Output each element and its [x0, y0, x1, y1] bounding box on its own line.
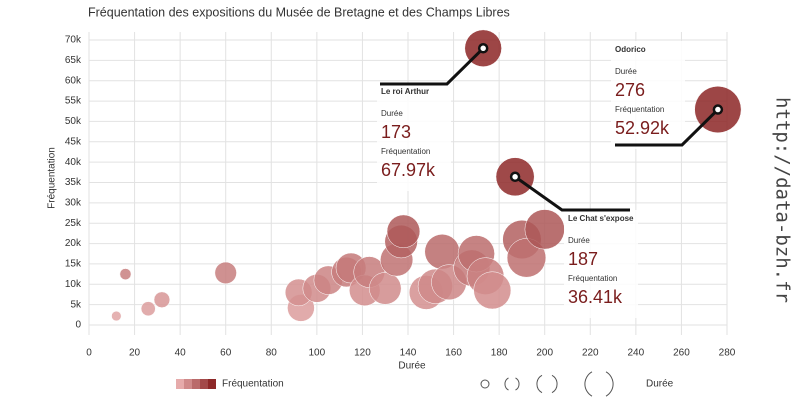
callout-line	[615, 108, 719, 147]
legend-size	[480, 379, 490, 389]
callout-box	[377, 83, 451, 191]
y-tick-label: 55k	[65, 96, 82, 107]
bubble	[524, 209, 565, 250]
x-tick-label: 140	[400, 348, 417, 359]
legend-swatch	[200, 379, 208, 389]
callout-y-value: 67.97k	[381, 160, 436, 180]
y-tick-label: 60k	[65, 75, 82, 86]
legend-size	[584, 371, 593, 397]
callout: Le roi Arthur Durée 173 Fréquentation 67.97k	[377, 43, 489, 191]
y-tick-label: 15k	[65, 259, 82, 270]
legend-size	[536, 374, 543, 394]
x-axis-label: Durée	[398, 361, 426, 372]
x-tick-label: 240	[628, 348, 645, 359]
legend-swatch	[192, 379, 200, 389]
callout-y-label: Fréquentation	[381, 147, 430, 156]
x-tick-label: 160	[445, 348, 462, 359]
x-tick-label: 60	[220, 348, 232, 359]
callout-x-value: 276	[615, 80, 645, 100]
legend-size	[504, 377, 509, 391]
y-tick-label: 45k	[65, 136, 82, 147]
x-tick-label: 40	[175, 348, 187, 359]
callout-box	[611, 41, 685, 149]
y-tick-label: 25k	[65, 218, 82, 229]
x-tick-label: 0	[86, 348, 92, 359]
watermark: http://data-bzh.fr	[772, 97, 794, 303]
legend-swatch	[208, 379, 216, 389]
callout-line	[380, 47, 485, 86]
x-tick-label: 100	[309, 348, 326, 359]
callout-title: Odorico	[615, 45, 646, 54]
callout-y-label: Fréquentation	[568, 274, 617, 283]
bubble	[153, 291, 171, 308]
y-tick-label: 35k	[65, 177, 82, 188]
y-tick-label: 10k	[65, 279, 82, 290]
x-tick-label: 260	[673, 348, 690, 359]
bubble	[214, 261, 237, 284]
legend-size	[515, 377, 520, 391]
y-tick-label: 70k	[65, 35, 82, 46]
callout-x-label: Durée	[568, 236, 590, 245]
callout-y-value: 52.92k	[615, 118, 670, 138]
callout: Le Chat s'expose Durée 187 Fréquentation 36.…	[509, 171, 638, 318]
callout-x-label: Durée	[381, 109, 403, 118]
callout-title: Le roi Arthur	[381, 87, 429, 96]
callout-dot	[509, 171, 521, 183]
bubble	[119, 268, 132, 280]
y-tick-label: 30k	[65, 197, 82, 208]
y-tick-label: 65k	[65, 55, 82, 66]
x-tick-label: 20	[129, 348, 141, 359]
callout-dot	[477, 43, 489, 54]
bubble	[506, 238, 547, 278]
legend-size	[605, 371, 614, 397]
chart-title: Fréquentation des expositions du Musée d…	[88, 5, 510, 19]
callout-y-value: 36.41k	[568, 287, 623, 307]
callout-x-label: Durée	[615, 67, 637, 76]
y-tick-label: 20k	[65, 238, 82, 249]
bubble	[473, 271, 512, 310]
x-tick-label: 180	[491, 348, 508, 359]
y-axis-label: Fréquentation	[47, 147, 58, 209]
x-tick-label: 80	[266, 348, 278, 359]
legend-label: Durée	[646, 379, 674, 390]
y-tick-label: 40k	[65, 157, 82, 168]
x-tick-label: 200	[536, 348, 553, 359]
y-tick-label: 50k	[65, 116, 82, 127]
y-tick-label: 5k	[70, 299, 82, 310]
callout: Odorico Durée 276 Fréquentation 52.92k	[611, 41, 724, 149]
bubble	[111, 310, 122, 322]
legend-swatch	[184, 379, 192, 389]
callout-y-label: Fréquentation	[615, 105, 664, 114]
callout-line	[514, 175, 630, 212]
callout-title: Le Chat s'expose	[568, 214, 634, 223]
x-tick-label: 220	[582, 348, 599, 359]
x-tick-label: 280	[719, 348, 736, 359]
callout-x-value: 187	[568, 249, 598, 269]
legend-label: Fréquentation	[222, 379, 284, 390]
legend-size	[551, 374, 558, 394]
bubble	[386, 214, 421, 249]
x-tick-label: 120	[354, 348, 371, 359]
callout-x-value: 173	[381, 122, 411, 142]
bubble	[369, 272, 402, 305]
callout-dot	[712, 104, 724, 115]
callout-box	[564, 210, 638, 318]
bubble	[140, 301, 156, 317]
legend-swatch	[176, 379, 184, 389]
y-tick-label: 0	[75, 320, 81, 331]
